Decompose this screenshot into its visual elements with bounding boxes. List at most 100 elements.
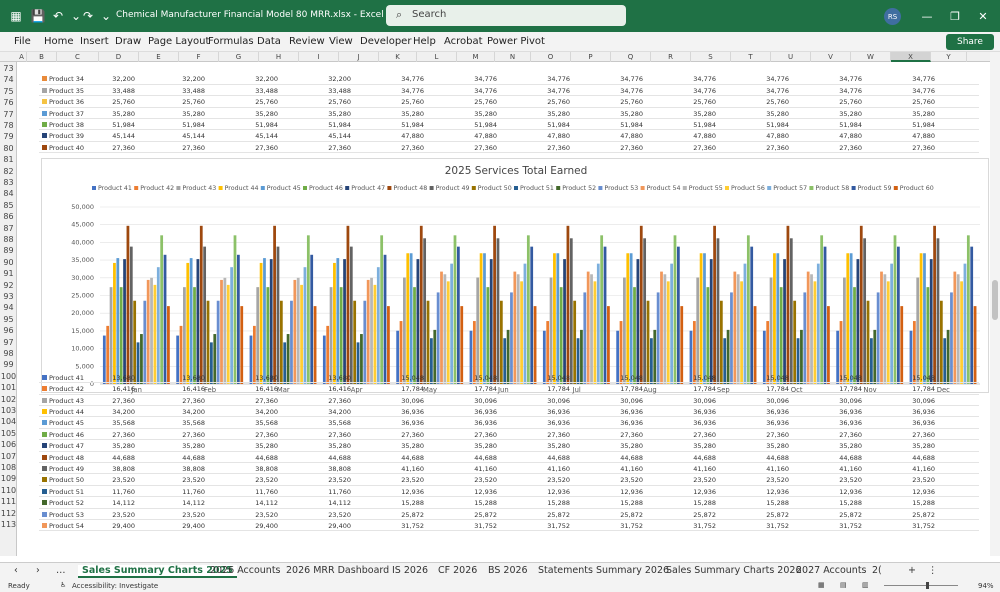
chart-2025-services[interactable]: 2025 Services Total Earned Product 41 Pro… (41, 158, 989, 394)
cell-value[interactable]: 31,752 (693, 522, 716, 530)
cell-value[interactable]: 51,984 (112, 121, 135, 129)
cell-value[interactable]: 41,160 (620, 465, 643, 473)
cell-value[interactable]: 25,760 (620, 98, 643, 107)
cell-value[interactable]: 27,360 (112, 143, 135, 152)
column-header-e[interactable]: E (139, 52, 179, 62)
cell-value[interactable]: 31,752 (620, 522, 643, 530)
add-sheet-icon[interactable]: + (908, 565, 916, 576)
cell-value[interactable]: 27,360 (401, 430, 424, 439)
close-icon[interactable]: ✕ (978, 9, 988, 23)
cell-value[interactable]: 27,360 (182, 396, 205, 405)
cell-value[interactable]: 11,760 (255, 487, 278, 496)
cell-value[interactable]: 35,280 (839, 442, 862, 451)
cell-value[interactable]: 12,936 (620, 487, 643, 496)
cell-value[interactable]: 15,288 (912, 499, 935, 508)
cell-value[interactable]: 12,936 (912, 487, 935, 496)
row-header[interactable]: 112 (0, 508, 17, 518)
cell-value[interactable]: 51,984 (255, 121, 278, 129)
cell-value[interactable]: 36,936 (474, 408, 497, 416)
cell-value[interactable]: 47,880 (766, 132, 789, 141)
cell-value[interactable]: 23,520 (328, 510, 351, 519)
cell-value[interactable]: 35,280 (912, 442, 935, 451)
cell-value[interactable]: 17,784 (912, 385, 935, 394)
column-header-b[interactable]: B (27, 52, 57, 62)
cell-value[interactable]: 17,784 (547, 385, 570, 394)
row-header[interactable]: 85 (3, 200, 14, 210)
cell-value[interactable]: 41,160 (547, 465, 570, 473)
menu-page-layout[interactable]: Page Layout (148, 36, 210, 47)
cell-value[interactable]: 27,360 (474, 430, 497, 439)
menu-power-pivot[interactable]: Power Pivot (487, 36, 545, 47)
cell-value[interactable]: 27,360 (255, 396, 278, 405)
cell-value[interactable]: 14,112 (328, 499, 351, 508)
row-header[interactable]: 88 (3, 235, 14, 244)
row-header[interactable]: 100 (0, 371, 17, 381)
cell-value[interactable]: 27,360 (547, 430, 570, 439)
cell-value[interactable]: 25,760 (474, 98, 497, 107)
column-header-v[interactable]: V (811, 52, 851, 62)
cell-value[interactable]: 15,288 (401, 499, 424, 508)
row-header[interactable]: 89 (3, 246, 14, 256)
save-icon[interactable]: 💾 (30, 9, 46, 23)
row-header[interactable]: 99 (3, 360, 14, 370)
cell-value[interactable]: 23,520 (766, 476, 789, 485)
cell-value[interactable]: 44,688 (182, 453, 205, 462)
row-header[interactable]: 98 (3, 349, 14, 358)
cell-value[interactable]: 34,776 (547, 75, 570, 84)
row-header[interactable]: 83 (3, 178, 14, 187)
cell-value[interactable]: 35,280 (401, 442, 424, 451)
cell-value[interactable]: 35,280 (112, 109, 135, 118)
cell-value[interactable]: 51,984 (474, 121, 497, 129)
cell-value[interactable]: 31,752 (547, 522, 570, 530)
cell-value[interactable]: 38,808 (328, 465, 351, 473)
cell-value[interactable]: 36,936 (912, 408, 935, 416)
cell-value[interactable]: 30,096 (839, 396, 862, 405)
row-header[interactable]: 73 (3, 64, 14, 73)
cell-value[interactable]: 45,144 (112, 132, 135, 141)
sheet-tab[interactable]: Statements Summary 2026 (538, 565, 670, 576)
cell-value[interactable]: 31,752 (401, 522, 424, 530)
row-header[interactable]: 101 (0, 383, 17, 393)
row-header[interactable]: 105 (0, 428, 17, 438)
scroll-thumb[interactable] (992, 280, 998, 320)
row-header[interactable]: 77 (3, 109, 14, 119)
cell-value[interactable]: 34,776 (401, 75, 424, 84)
redo-icon[interactable]: ↷ (82, 9, 94, 23)
cell-value[interactable]: 45,144 (255, 132, 278, 141)
cell-value[interactable]: 31,752 (839, 522, 862, 530)
cell-value[interactable]: 51,984 (620, 121, 643, 129)
cell-value[interactable]: 27,360 (255, 430, 278, 439)
cell-value[interactable]: 23,520 (255, 476, 278, 485)
cell-value[interactable]: 36,936 (839, 408, 862, 416)
cell-value[interactable]: 34,200 (182, 408, 205, 416)
cell-value[interactable]: 25,872 (912, 510, 935, 519)
column-header-f[interactable]: F (179, 52, 219, 62)
cell-value[interactable]: 36,936 (547, 419, 570, 428)
row-header[interactable]: 110 (0, 485, 17, 495)
cell-value[interactable]: 23,520 (401, 476, 424, 485)
cell-value[interactable]: 29,400 (328, 522, 351, 530)
cell-value[interactable]: 12,936 (474, 487, 497, 496)
cell-value[interactable]: 45,144 (182, 132, 205, 141)
cell-value[interactable]: 17,784 (693, 385, 716, 394)
cell-value[interactable]: 27,360 (693, 143, 716, 152)
cell-value[interactable]: 29,400 (182, 522, 205, 530)
cell-value[interactable]: 15,048 (620, 373, 643, 382)
cell-value[interactable]: 25,760 (328, 98, 351, 107)
cell-value[interactable]: 30,096 (912, 396, 935, 405)
cell-value[interactable]: 15,288 (766, 499, 789, 508)
cell-value[interactable]: 23,520 (839, 476, 862, 485)
menu-file[interactable]: File (14, 36, 31, 47)
cell-value[interactable]: 34,776 (839, 75, 862, 84)
cell-value[interactable]: 25,760 (401, 98, 424, 107)
cell-value[interactable]: 51,984 (693, 121, 716, 129)
cell-value[interactable]: 35,280 (328, 442, 351, 451)
cell-value[interactable]: 17,784 (766, 385, 789, 394)
cell-value[interactable]: 23,520 (547, 476, 570, 485)
cell-value[interactable]: 36,936 (839, 419, 862, 428)
cell-value[interactable]: 44,688 (328, 453, 351, 462)
row-header[interactable]: 111 (0, 497, 17, 507)
cell-value[interactable]: 44,688 (112, 453, 135, 462)
cell-value[interactable]: 34,776 (693, 86, 716, 95)
cell-value[interactable]: 27,360 (620, 430, 643, 439)
